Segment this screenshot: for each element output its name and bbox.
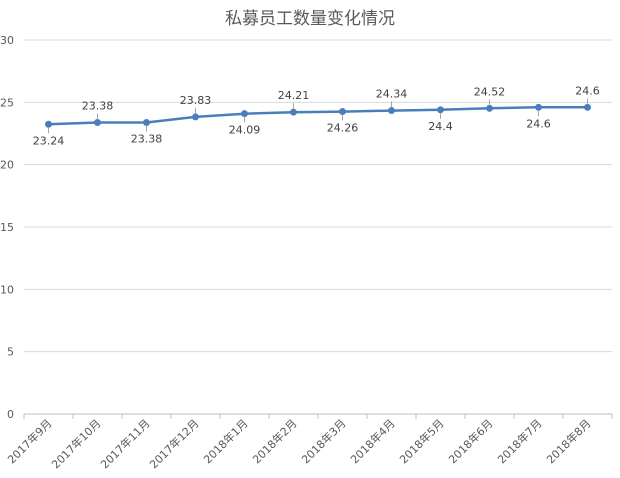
data-point	[94, 119, 101, 127]
x-tick-label: 2018年4月	[347, 416, 397, 466]
data-point	[535, 103, 542, 111]
data-label: 23.38	[131, 133, 163, 146]
data-point	[437, 106, 444, 114]
y-tick-label: 15	[0, 221, 14, 234]
data-label: 24.34	[376, 88, 408, 101]
x-tick-label: 2018年3月	[298, 416, 348, 466]
data-label: 24.26	[327, 122, 359, 135]
x-tick-label: 2017年9月	[4, 416, 54, 466]
data-labels: 23.24 23.38 23.38 23.83 24.09 24.21 24.26 24.34…	[33, 84, 600, 147]
data-point	[143, 119, 150, 127]
series-line-path	[48, 106, 588, 126]
data-point	[388, 107, 395, 115]
data-label: 24.6	[526, 117, 551, 130]
y-tick-label: 25	[0, 96, 14, 109]
x-tick-label: 2017年10月	[48, 416, 103, 471]
data-label: 23.24	[33, 134, 65, 147]
x-tick-label: 2018年5月	[396, 416, 446, 466]
data-label: 24.6	[575, 84, 600, 97]
x-tick-label: 2017年11月	[97, 416, 152, 471]
x-tick-label: 2018年2月	[249, 416, 299, 466]
data-label: 24.4	[428, 120, 453, 133]
y-tick-label: 10	[0, 283, 14, 296]
data-point	[290, 108, 297, 116]
y-tick-label: 20	[0, 159, 14, 172]
x-tick-label: 2017年12月	[146, 416, 201, 471]
data-label: 24.09	[229, 124, 261, 137]
x-tick-label: 2018年7月	[494, 416, 544, 466]
y-tick-label: 0	[7, 408, 14, 421]
data-point	[45, 120, 52, 128]
data-point	[584, 103, 591, 111]
x-tick-label: 2018年6月	[445, 416, 495, 466]
data-label: 23.38	[82, 100, 114, 113]
data-label: 23.83	[180, 94, 212, 107]
data-label: 24.21	[278, 89, 310, 102]
y-axis-ticks: 0 5 10 15 20 25 30	[0, 34, 14, 421]
data-label: 24.52	[474, 85, 506, 98]
data-point	[192, 113, 199, 121]
data-point	[486, 104, 493, 112]
x-tick-label: 2018年1月	[200, 416, 250, 466]
series-line	[48, 106, 588, 126]
chart-title: 私募员工数量变化情况	[225, 9, 395, 29]
y-tick-label: 5	[7, 346, 14, 359]
gridlines	[24, 39, 612, 353]
y-tick-label: 30	[0, 34, 14, 47]
x-tick-label: 2018年8月	[543, 416, 593, 466]
data-point	[241, 110, 248, 118]
data-point	[339, 108, 346, 116]
